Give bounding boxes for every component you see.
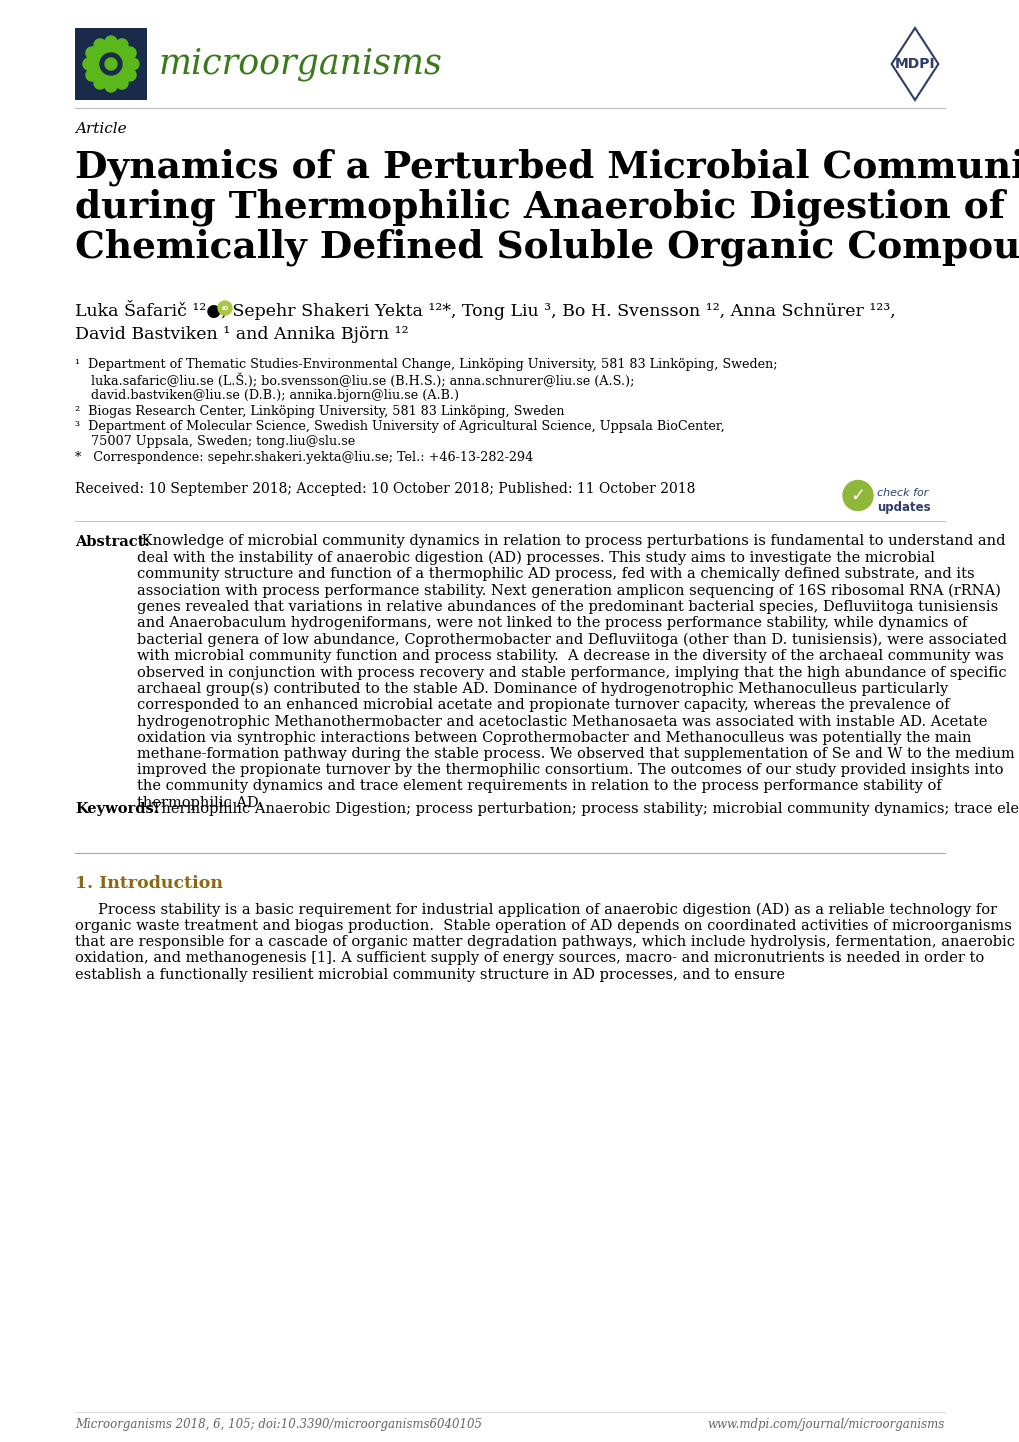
Bar xyxy=(75,27,147,99)
Circle shape xyxy=(86,69,98,81)
Text: ²  Biogas Research Center, Linköping University, 581 83 Linköping, Sweden: ² Biogas Research Center, Linköping Univ… xyxy=(75,405,564,418)
Circle shape xyxy=(842,480,872,510)
Text: ¹  Department of Thematic Studies-Environmental Change, Linköping University, 58: ¹ Department of Thematic Studies-Environ… xyxy=(75,358,776,371)
Circle shape xyxy=(116,76,127,89)
Text: Keywords:: Keywords: xyxy=(75,803,159,816)
Text: David Bastviken ¹ and Annika Björn ¹²: David Bastviken ¹ and Annika Björn ¹² xyxy=(75,326,408,343)
Text: 75007 Uppsala, Sweden; tong.liu@slu.se: 75007 Uppsala, Sweden; tong.liu@slu.se xyxy=(75,435,355,448)
Text: Dynamics of a Perturbed Microbial Community: Dynamics of a Perturbed Microbial Commun… xyxy=(75,149,1019,186)
Text: Abstract:: Abstract: xyxy=(75,535,150,548)
Circle shape xyxy=(100,53,122,75)
Text: ³  Department of Molecular Science, Swedish University of Agricultural Science, : ³ Department of Molecular Science, Swedi… xyxy=(75,420,725,433)
Text: during Thermophilic Anaerobic Digestion of: during Thermophilic Anaerobic Digestion … xyxy=(75,187,1004,225)
Text: Chemically Defined Soluble Organic Compounds: Chemically Defined Soluble Organic Compo… xyxy=(75,228,1019,265)
Text: ✓: ✓ xyxy=(850,486,865,505)
Text: Process stability is a basic requirement for industrial application of anaerobic: Process stability is a basic requirement… xyxy=(75,903,1014,982)
Text: *   Correspondence: sepehr.shakeri.yekta@liu.se; Tel.: +46-13-282-294: * Correspondence: sepehr.shakeri.yekta@l… xyxy=(75,451,533,464)
Circle shape xyxy=(87,40,135,88)
Text: www.mdpi.com/journal/microorganisms: www.mdpi.com/journal/microorganisms xyxy=(707,1417,944,1430)
Text: Received: 10 September 2018; Accepted: 10 October 2018; Published: 11 October 20: Received: 10 September 2018; Accepted: 1… xyxy=(75,483,695,496)
Text: luka.safaric@liu.se (L.Š.); bo.svensson@liu.se (B.H.S.); anna.schnurer@liu.se (A: luka.safaric@liu.se (L.Š.); bo.svensson@… xyxy=(75,373,634,388)
Circle shape xyxy=(83,58,95,71)
Circle shape xyxy=(94,39,106,50)
Text: check for: check for xyxy=(876,489,927,499)
Text: Knowledge of microbial community dynamics in relation to process perturbations i: Knowledge of microbial community dynamic… xyxy=(137,535,1014,809)
Text: Thermophilic Anaerobic Digestion; process perturbation; process stability; micro: Thermophilic Anaerobic Digestion; proces… xyxy=(147,803,1019,816)
Circle shape xyxy=(94,76,106,89)
Text: Article: Article xyxy=(75,123,126,136)
Text: MDPI: MDPI xyxy=(894,58,934,71)
Circle shape xyxy=(105,79,117,92)
Circle shape xyxy=(124,48,136,59)
Circle shape xyxy=(116,39,127,50)
Text: Luka Šafarič ¹²●, Sepehr Shakeri Yekta ¹²*, Tong Liu ³, Bo H. Svensson ¹², Anna : Luka Šafarič ¹²●, Sepehr Shakeri Yekta ¹… xyxy=(75,300,895,320)
Circle shape xyxy=(127,58,139,71)
Text: Microorganisms 2018, 6, 105; doi:10.3390/microorganisms6040105: Microorganisms 2018, 6, 105; doi:10.3390… xyxy=(75,1417,482,1430)
Circle shape xyxy=(218,301,231,314)
Text: david.bastviken@liu.se (D.B.); annika.bjorn@liu.se (A.B.): david.bastviken@liu.se (D.B.); annika.bj… xyxy=(75,389,459,402)
Text: updates: updates xyxy=(876,500,929,513)
Circle shape xyxy=(124,69,136,81)
Text: microorganisms: microorganisms xyxy=(159,48,442,81)
Circle shape xyxy=(86,48,98,59)
Text: iD: iD xyxy=(221,306,228,310)
Circle shape xyxy=(105,58,117,71)
Text: 1. Introduction: 1. Introduction xyxy=(75,874,223,891)
Circle shape xyxy=(105,36,117,48)
